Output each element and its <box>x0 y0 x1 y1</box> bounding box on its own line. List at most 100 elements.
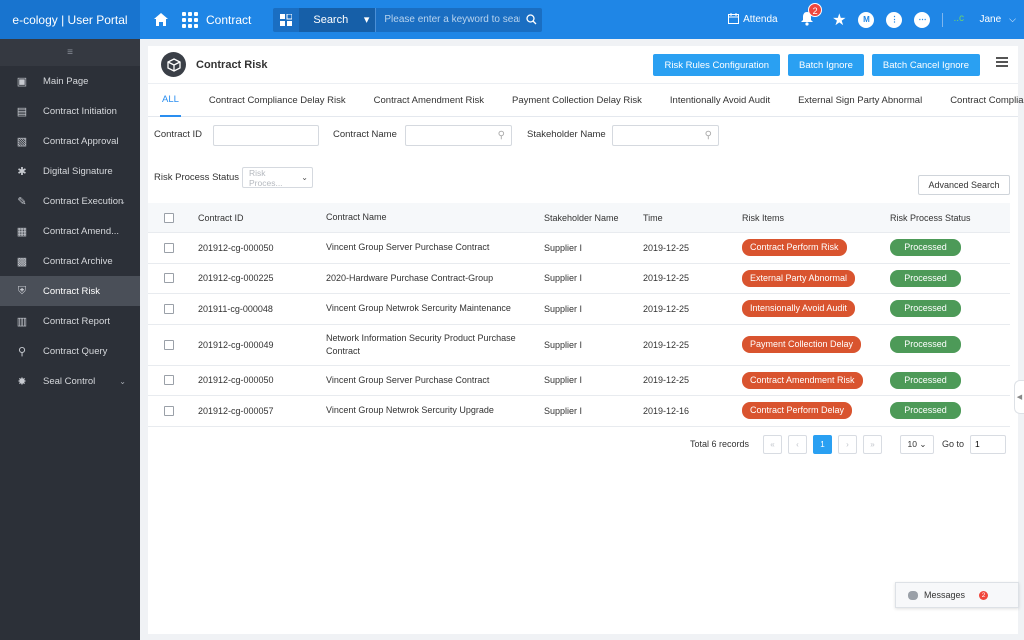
cell-stakeholder: Supplier I <box>544 303 583 314</box>
search-icon: ⚲ <box>497 130 505 141</box>
search-input[interactable] <box>375 7 521 32</box>
sidebar-item-contract-amend[interactable]: ▦ Contract Amend... <box>0 216 140 246</box>
last-page-button[interactable]: » <box>862 434 882 454</box>
header-stakeholder-name[interactable]: Stakeholder Name <box>544 212 619 223</box>
sidebar-item-label: Contract Risk <box>43 285 101 297</box>
home-icon[interactable] <box>152 11 170 29</box>
side-panel-handle[interactable]: ◀ <box>1014 380 1024 414</box>
search-scope-icon[interactable] <box>273 8 299 32</box>
stakeholder-name-input[interactable]: ⚲ <box>612 125 719 146</box>
prev-page-button[interactable]: ‹ <box>787 434 807 454</box>
tab-amendment-risk[interactable]: Contract Amendment Risk <box>373 94 485 106</box>
search-icon: ⚲ <box>704 130 712 141</box>
goto-page-input[interactable] <box>970 434 1006 454</box>
table-row[interactable]: 201912-cg-000225 2020-Hardware Purchase C… <box>148 264 1010 294</box>
module-title[interactable]: Contract <box>206 12 252 27</box>
sidebar-item-contract-archive[interactable]: ▩ Contract Archive <box>0 246 140 276</box>
amend-icon: ▦ <box>16 225 28 238</box>
cell-contract-name[interactable]: Vincent Group Server Purchase Contract <box>326 242 490 253</box>
status-badge: Processed <box>890 300 961 318</box>
grid-dots-icon[interactable]: ⋮ <box>886 11 903 28</box>
sidebar-item-contract-report[interactable]: ▥ Contract Report <box>0 306 140 336</box>
tab-compliance-delay-risk[interactable]: Contract Compliance Delay Risk <box>208 94 346 106</box>
row-checkbox[interactable] <box>164 303 174 314</box>
sidebar-item-contract-initiation[interactable]: ▤ Contract Initiation <box>0 96 140 126</box>
header-contract-name[interactable]: Contract Name <box>326 212 387 222</box>
contract-id-input[interactable] <box>213 125 319 146</box>
cell-time: 2019-12-25 <box>643 242 690 253</box>
star-icon[interactable]: ★ <box>832 11 847 29</box>
search-type-label: Search <box>313 13 349 26</box>
risk-item-tag: Contract Perform Risk <box>742 239 847 257</box>
messages-count-badge: 2 <box>979 590 989 600</box>
cell-contract-id: 201912-cg-000225 <box>198 273 274 284</box>
sidebar-item-contract-approval[interactable]: ▧ Contract Approval <box>0 126 140 156</box>
header-risk-process-status[interactable]: Risk Process Status <box>890 212 971 223</box>
risk-rules-configuration-button[interactable]: Risk Rules Configuration <box>653 54 781 76</box>
cell-contract-name[interactable]: Vincent Group Netwrok Sercurity Upgrade <box>326 405 494 416</box>
sidebar-collapse-toggle[interactable]: ≡ <box>0 39 140 66</box>
table-row[interactable]: 201912-cg-000057 Vincent Group Netwrok Se… <box>148 396 1010 427</box>
user-menu[interactable]: ..c Jane ⌵ <box>953 13 1024 27</box>
row-checkbox[interactable] <box>164 339 174 350</box>
first-page-button[interactable]: « <box>762 434 782 454</box>
sidebar-item-contract-execution[interactable]: ✎ Contract Execution ⌄ <box>0 186 140 216</box>
sidebar-item-contract-risk[interactable]: ⛨ Contract Risk <box>0 276 140 306</box>
search-icon[interactable] <box>520 14 542 25</box>
table-header: Contract ID Contract Name Stakeholder Na… <box>148 203 1010 233</box>
batch-cancel-ignore-button[interactable]: Batch Cancel Ignore <box>871 54 980 76</box>
batch-ignore-button[interactable]: Batch Ignore <box>788 54 864 76</box>
messages-button[interactable]: Messages 2 <box>895 582 1019 608</box>
row-checkbox[interactable] <box>164 273 174 284</box>
avatar-m[interactable]: M <box>858 11 875 28</box>
sidebar-item-digital-signature[interactable]: ✱ Digital Signature <box>0 156 140 186</box>
cell-contract-name[interactable]: Network Information Security Product Pur… <box>326 332 516 356</box>
tab-compliance-risk[interactable]: Contract Compliance Risk <box>950 94 1024 106</box>
cell-contract-name[interactable]: Vincent Group Netwrok Sercurity Maintena… <box>326 303 511 314</box>
cell-time: 2019-12-25 <box>643 339 690 350</box>
table-row[interactable]: 201912-cg-000049 Network Information Secu… <box>148 325 1010 366</box>
attendance-link[interactable]: Attenda <box>728 12 788 27</box>
header-time[interactable]: Time <box>643 212 663 223</box>
apps-grid-icon[interactable] <box>182 11 198 28</box>
risk-status-select[interactable]: Risk Proces... ⌄ <box>242 167 313 188</box>
header-contract-id[interactable]: Contract ID <box>198 212 244 223</box>
more-icon[interactable]: ⋯ <box>914 11 931 28</box>
row-checkbox[interactable] <box>164 405 174 416</box>
tab-external-sign-party-abnormal[interactable]: External Sign Party Abnormal <box>798 94 923 106</box>
page-size-select[interactable]: 10 ⌄ <box>899 434 934 454</box>
table-row[interactable]: 201912-cg-000050 Vincent Group Server Pur… <box>148 233 1010 264</box>
cell-contract-id: 201912-cg-000057 <box>198 405 274 416</box>
advanced-search-button[interactable]: Advanced Search <box>918 175 1010 195</box>
chevron-down-icon: ⌄ <box>919 438 927 449</box>
brand-title[interactable]: e-cology | User Portal <box>0 0 140 39</box>
cell-contract-name[interactable]: Vincent Group Server Purchase Contract <box>326 374 490 385</box>
sidebar-item-main-page[interactable]: ▣ Main Page <box>0 66 140 96</box>
tab-payment-collection-delay-risk[interactable]: Payment Collection Delay Risk <box>512 94 642 106</box>
header-risk-items[interactable]: Risk Items <box>742 212 785 223</box>
content-card: Contract Risk Risk Rules Configuration B… <box>148 46 1024 634</box>
sidebar-item-seal-control[interactable]: ✸ Seal Control ⌄ <box>0 366 140 396</box>
table-row[interactable]: 201912-cg-000050 Vincent Group Server Pur… <box>148 366 1010 396</box>
tab-intentionally-avoid-audit[interactable]: Intentionally Avoid Audit <box>669 94 771 106</box>
row-checkbox[interactable] <box>164 375 174 386</box>
table-row[interactable]: 201911-cg-000048 Vincent Group Netwrok Se… <box>148 294 1010 325</box>
sidebar-item-label: Main Page <box>43 75 89 87</box>
contract-name-label: Contract Name <box>333 129 397 140</box>
tab-all[interactable]: ALL <box>160 84 181 117</box>
search-type-dropdown[interactable]: Search ▾ <box>299 7 376 32</box>
sidebar-item-label: Contract Amend... <box>43 225 120 237</box>
contract-name-input[interactable]: ⚲ <box>405 125 512 146</box>
next-page-button[interactable]: › <box>837 434 857 454</box>
notification-bell[interactable]: 2 <box>800 2 823 29</box>
search-icon: ⚲ <box>17 345 27 358</box>
select-all-checkbox[interactable] <box>164 212 174 223</box>
row-checkbox[interactable] <box>164 242 174 253</box>
sidebar-item-contract-query[interactable]: ⚲ Contract Query <box>0 336 140 366</box>
sidebar-item-label: Contract Report <box>43 315 111 327</box>
bell-icon <box>800 11 814 29</box>
list-menu-icon[interactable] <box>996 57 1008 67</box>
cell-contract-name[interactable]: 2020-Hardware Purchase Contract-Group <box>326 272 494 283</box>
page-number-button[interactable]: 1 <box>812 434 832 454</box>
attendance-label: Attenda <box>743 14 778 25</box>
